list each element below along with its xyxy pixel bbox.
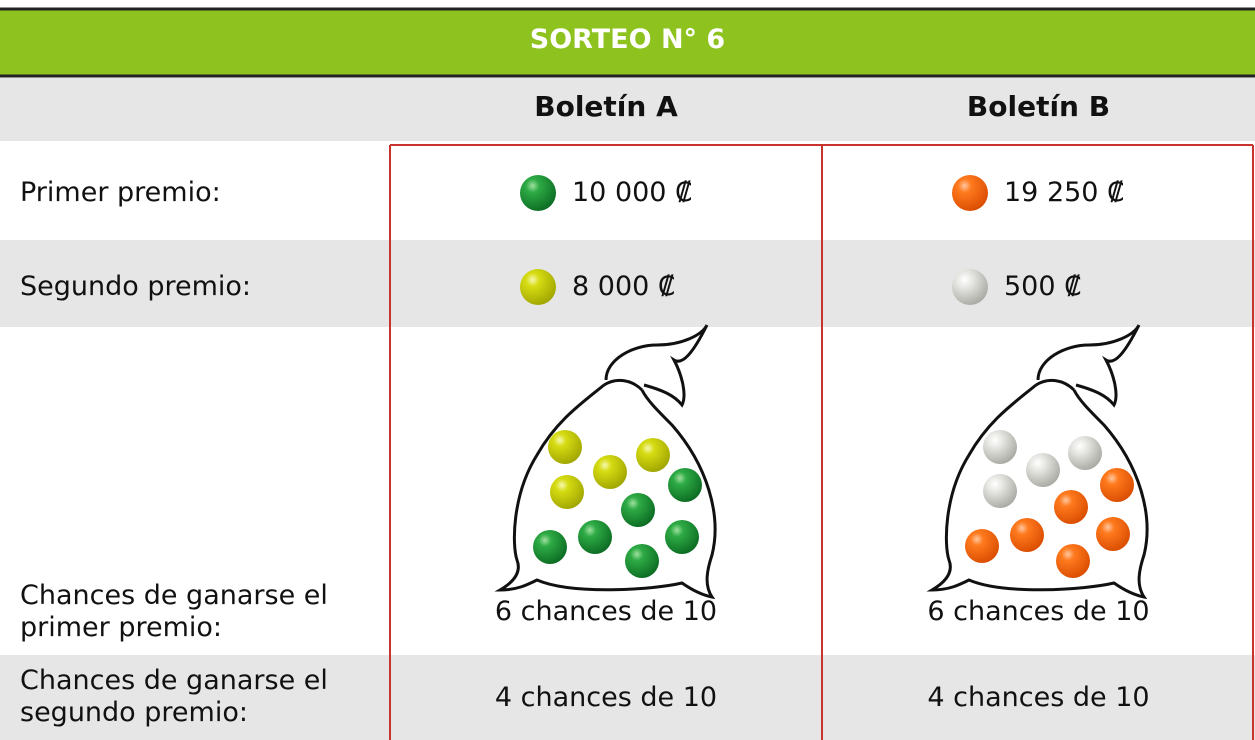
column-header: Boletín B [966, 90, 1111, 123]
cell: 8 000 ₡ [572, 271, 676, 302]
cell: 10 000 ₡ [572, 177, 693, 208]
bag-b [930, 323, 1149, 599]
cell: 4 chances de 10 [927, 682, 1150, 713]
row-label: Primer premio: [20, 177, 221, 208]
column-header: Boletín A [534, 90, 678, 123]
row-label: Segundo premio: [20, 271, 252, 302]
cell: 19 250 ₡ [1004, 177, 1125, 208]
column-header-bg [0, 78, 1255, 141]
bag-a [498, 323, 717, 599]
ball-icons [520, 175, 988, 305]
cell: 4 chances de 10 [494, 682, 718, 713]
row-label: Chances de ganarse el segundo premio: [20, 665, 328, 728]
cell: 6 chances de 10 [927, 596, 1150, 627]
cell: 500 ₡ [1004, 271, 1082, 302]
cell: 6 chances de 10 [494, 596, 718, 627]
cell-borders [389, 144, 1254, 740]
title: SORTEO N° 6 [529, 24, 726, 55]
row-label: Chances de ganarse el primer premio: [20, 580, 328, 643]
row-bg [0, 240, 1255, 327]
header-bar [0, 8, 1255, 76]
row-bg [0, 655, 1255, 740]
